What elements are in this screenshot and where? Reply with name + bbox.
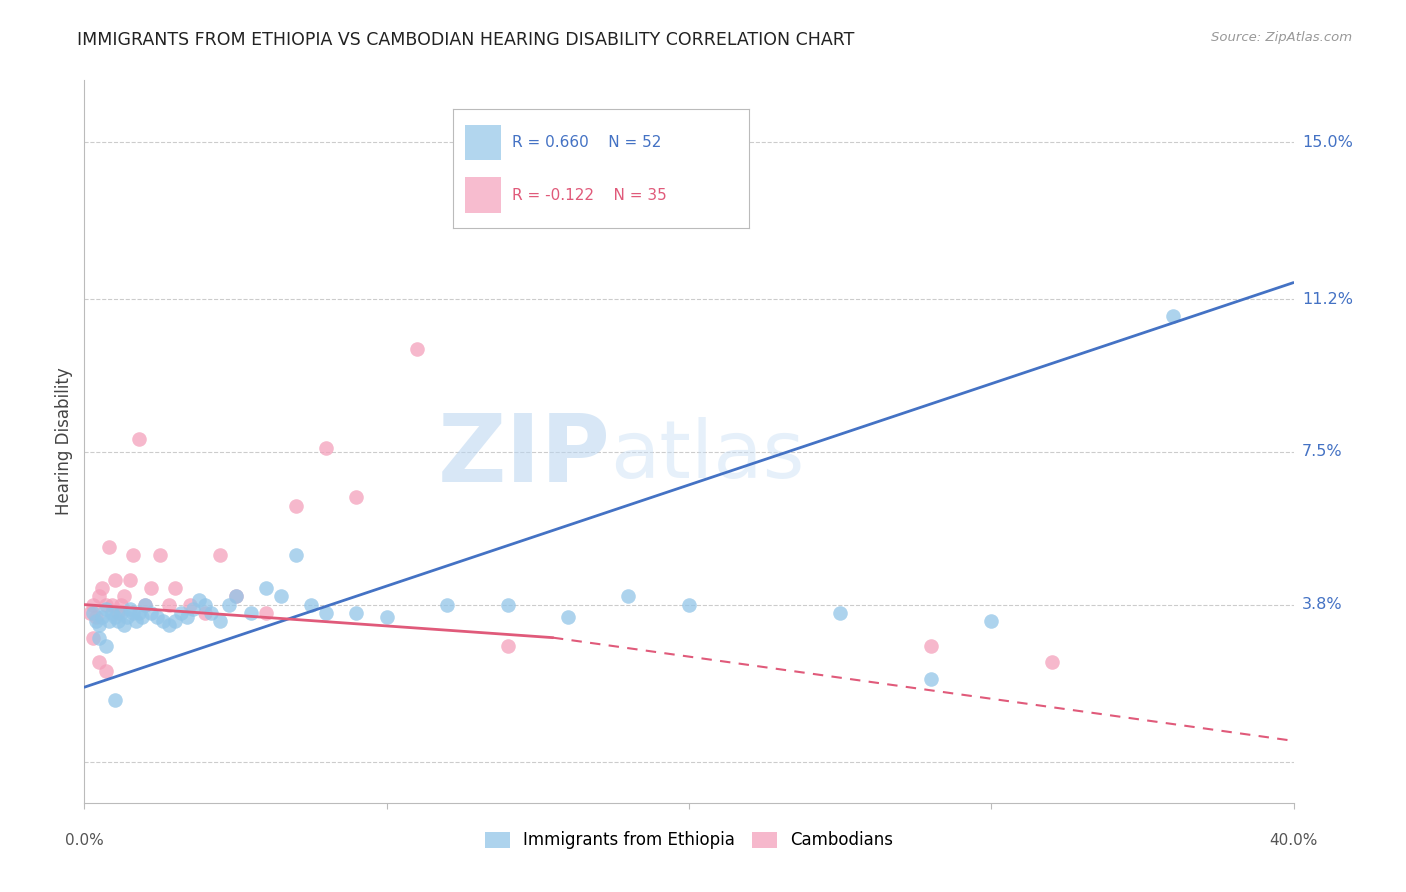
Point xyxy=(152,614,174,628)
Text: 0.0%: 0.0% xyxy=(65,833,104,848)
Text: 7.5%: 7.5% xyxy=(1302,444,1343,459)
Point xyxy=(181,601,204,615)
Point xyxy=(254,606,277,620)
Point xyxy=(1161,309,1184,323)
Point xyxy=(131,610,153,624)
Text: atlas: atlas xyxy=(610,417,804,495)
Point xyxy=(94,601,117,615)
Point xyxy=(239,606,262,620)
Point xyxy=(165,581,187,595)
Point xyxy=(115,610,138,624)
Point xyxy=(209,614,232,628)
Text: ZIP: ZIP xyxy=(437,410,610,502)
Point xyxy=(188,593,211,607)
Point xyxy=(254,581,277,595)
Point xyxy=(107,614,129,628)
Point xyxy=(139,581,162,595)
Point xyxy=(110,598,132,612)
Text: 40.0%: 40.0% xyxy=(1270,833,1317,848)
Point xyxy=(146,610,169,624)
Point xyxy=(194,606,217,620)
Point xyxy=(200,606,222,620)
Point xyxy=(315,606,337,620)
Point xyxy=(82,606,104,620)
Text: Source: ZipAtlas.com: Source: ZipAtlas.com xyxy=(1212,31,1353,45)
Point xyxy=(315,441,337,455)
Point xyxy=(82,631,104,645)
Point xyxy=(179,598,201,612)
Point xyxy=(678,598,700,612)
Text: 11.2%: 11.2% xyxy=(1302,292,1353,307)
Point xyxy=(110,606,132,620)
Point xyxy=(97,540,120,554)
Point xyxy=(125,614,148,628)
Point xyxy=(194,598,217,612)
Point xyxy=(176,610,198,624)
Point xyxy=(89,590,111,604)
Point xyxy=(285,548,308,562)
Legend: Immigrants from Ethiopia, Cambodians: Immigrants from Ethiopia, Cambodians xyxy=(478,824,900,856)
Point xyxy=(100,598,122,612)
Point xyxy=(346,490,368,504)
Point xyxy=(118,573,141,587)
Point xyxy=(97,614,120,628)
Point xyxy=(225,590,247,604)
Point xyxy=(496,598,519,612)
Point xyxy=(94,639,117,653)
Point xyxy=(157,598,180,612)
Point xyxy=(94,664,117,678)
Text: 15.0%: 15.0% xyxy=(1302,135,1353,150)
Point xyxy=(112,618,135,632)
Point xyxy=(128,606,150,620)
Point xyxy=(557,610,579,624)
Point xyxy=(134,598,156,612)
Point xyxy=(107,606,129,620)
Point xyxy=(149,548,172,562)
Point xyxy=(86,614,108,628)
Point xyxy=(1040,656,1063,670)
Point xyxy=(285,499,308,513)
Point xyxy=(436,598,458,612)
Point xyxy=(157,618,180,632)
Text: 3.8%: 3.8% xyxy=(1302,597,1343,612)
Point xyxy=(225,590,247,604)
Point xyxy=(299,598,322,612)
Point xyxy=(104,610,127,624)
Point xyxy=(980,614,1002,628)
Point xyxy=(104,692,127,706)
Point xyxy=(406,342,429,356)
Point xyxy=(118,601,141,615)
Point xyxy=(218,598,240,612)
Point xyxy=(121,606,143,620)
Point xyxy=(270,590,292,604)
Point xyxy=(375,610,398,624)
Point xyxy=(346,606,368,620)
Point xyxy=(920,639,942,653)
Point xyxy=(134,598,156,612)
Point xyxy=(91,581,114,595)
Point xyxy=(128,433,150,447)
Point xyxy=(89,618,111,632)
Point xyxy=(139,606,162,620)
Point xyxy=(920,672,942,686)
Point xyxy=(830,606,852,620)
Point xyxy=(209,548,232,562)
Point xyxy=(94,598,117,612)
Point xyxy=(104,573,127,587)
Point xyxy=(617,590,640,604)
Point xyxy=(91,610,114,624)
Point xyxy=(100,606,122,620)
Y-axis label: Hearing Disability: Hearing Disability xyxy=(55,368,73,516)
Point xyxy=(112,590,135,604)
Point xyxy=(121,548,143,562)
Point xyxy=(89,656,111,670)
Text: IMMIGRANTS FROM ETHIOPIA VS CAMBODIAN HEARING DISABILITY CORRELATION CHART: IMMIGRANTS FROM ETHIOPIA VS CAMBODIAN HE… xyxy=(77,31,855,49)
Point xyxy=(79,606,101,620)
Point xyxy=(165,614,187,628)
Point xyxy=(170,606,193,620)
Point xyxy=(89,631,111,645)
Point xyxy=(86,610,108,624)
Point xyxy=(82,598,104,612)
Point xyxy=(496,639,519,653)
